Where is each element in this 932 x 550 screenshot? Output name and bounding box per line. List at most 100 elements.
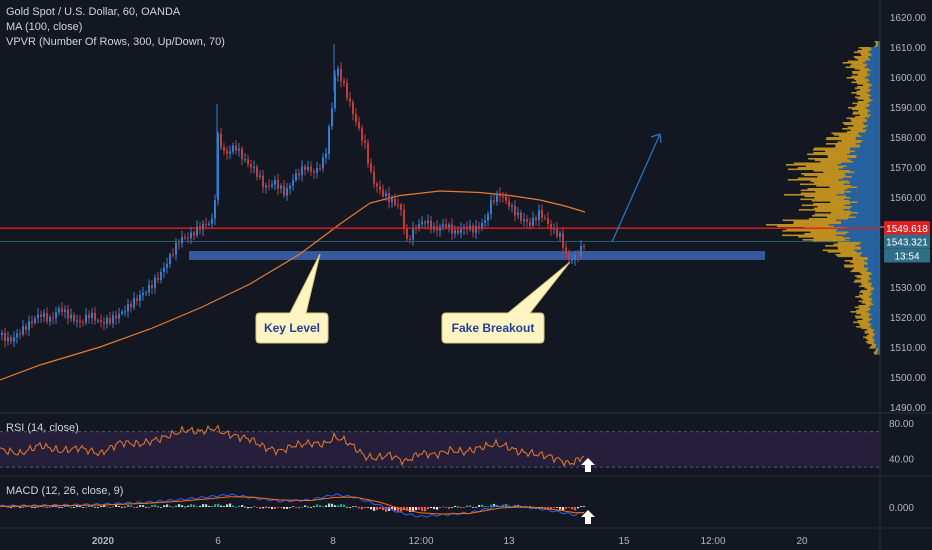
macd-histogram-bar (553, 507, 556, 508)
candle-body (256, 166, 258, 177)
candle-body (130, 303, 132, 308)
candle-body (31, 321, 33, 323)
macd-histogram-bar (427, 507, 430, 510)
vpvr-down-bar (838, 168, 880, 171)
candle-body (532, 217, 534, 226)
candle-body (430, 220, 432, 230)
vpvr-up-bar (855, 317, 870, 319)
candle-body (508, 200, 510, 207)
macd-histogram-bar (94, 506, 97, 508)
vpvr-legend[interactable]: VPVR (Number Of Rows, 300, Up/Down, 70) (6, 36, 225, 48)
macd-up-arrow (581, 510, 595, 524)
vpvr-down-bar (873, 338, 880, 340)
vpvr-up-bar (827, 216, 857, 219)
vpvr-up-bar (852, 258, 868, 261)
candle-body (373, 171, 375, 184)
macd-tick-label: 0.000 (889, 503, 914, 514)
vpvr-down-bar (870, 285, 880, 288)
macd-histogram-bar (556, 507, 559, 508)
vpvr-up-bar (844, 123, 864, 126)
vpvr-down-bar (841, 222, 880, 225)
vpvr-down-bar (868, 68, 880, 70)
macd-histogram-bar (364, 507, 367, 509)
candle-body (190, 232, 192, 239)
rsi-band (0, 431, 880, 468)
macd-histogram-bar (277, 507, 280, 508)
vpvr-down-bar (867, 81, 880, 84)
vpvr-up-bar (866, 338, 874, 340)
vpvr-up-bar (851, 75, 868, 78)
candle-body (265, 185, 267, 188)
vpvr-up-bar (858, 300, 871, 303)
macd-histogram-bar (133, 507, 136, 508)
vpvr-up-bar (850, 270, 867, 273)
macd-histogram-bar (436, 507, 439, 510)
candle-body (94, 312, 96, 321)
vpvr-down-bar (872, 99, 880, 102)
vpvr-up-bar (786, 228, 838, 231)
vpvr-up-bar (798, 209, 844, 211)
macd-histogram-bar (355, 506, 358, 508)
time-axis[interactable]: 2020 6 8 12:00 13 15 12:00 20 (92, 536, 808, 547)
candle-body (376, 183, 378, 187)
vpvr-up-bar (865, 303, 874, 306)
price-tick-label: 1600.00 (890, 73, 927, 84)
candle-body (100, 320, 102, 323)
symbol-legend[interactable]: Gold Spot / U.S. Dollar, 60, OANDA (6, 6, 181, 18)
vpvr-down-bar (847, 153, 880, 156)
candle-body (487, 213, 489, 221)
price-axis[interactable]: 1620.00 1610.00 1600.00 1590.00 1580.00 1570.… (880, 13, 926, 514)
vpvr-down-bar (871, 48, 880, 51)
vpvr-up-bar (835, 254, 860, 256)
vpvr-down-bar (869, 98, 880, 100)
vpvr-down-bar (864, 66, 880, 69)
macd-histogram-bar (124, 506, 127, 508)
macd-histogram-bar (409, 507, 412, 512)
candle-body (193, 232, 195, 236)
vpvr-down-bar (848, 231, 880, 234)
vpvr-up-bar (785, 164, 838, 166)
vpvr-down-bar (863, 122, 880, 124)
vpvr-up-bar (851, 81, 868, 84)
vpvr-down-bar (866, 261, 880, 264)
macd-legend[interactable]: MACD (12, 26, close, 9) (6, 485, 124, 497)
vpvr-down-bar (869, 276, 880, 279)
ma-legend[interactable]: MA (100, close) (6, 21, 83, 33)
vpvr-up-bar (852, 72, 868, 75)
macd-histogram-bar (160, 506, 163, 508)
candle-body (109, 317, 111, 324)
candle-body (574, 254, 576, 260)
candle-body (13, 337, 15, 342)
vpvr-up-bar (825, 150, 856, 153)
macd-histogram-bar (385, 507, 388, 512)
vpvr-down-bar (868, 306, 880, 309)
vpvr-up-bar (814, 213, 851, 216)
vpvr-down-bar (875, 347, 880, 349)
candle-body (343, 81, 345, 84)
vpvr-down-bar (878, 348, 880, 351)
price-tick-label: 1510.00 (890, 343, 927, 354)
macd-histogram-bar (319, 505, 322, 507)
candle-body (196, 226, 198, 236)
rsi-legend[interactable]: RSI (14, close) (6, 422, 79, 434)
macd-histogram-bar (193, 504, 196, 507)
candle-body (67, 309, 69, 319)
key-level-zone (0, 240, 880, 260)
vpvr-down-bar (868, 281, 880, 283)
vpvr-down-bar (868, 116, 880, 118)
candle-body (82, 322, 84, 324)
vpvr-up-bar (851, 63, 868, 66)
candle-body (208, 223, 210, 225)
vpvr-up-bar (853, 263, 868, 265)
macd-histogram-bar (244, 506, 247, 508)
vpvr-down-bar (871, 284, 880, 286)
vpvr-up-bar (864, 330, 874, 333)
vpvr-up-bar (843, 264, 864, 267)
macd-histogram-bar (262, 507, 265, 509)
candle-body (298, 173, 300, 176)
vpvr-up-bar (864, 287, 874, 289)
candle-body (313, 171, 315, 173)
rsi-tick-label: 80.00 (889, 419, 914, 430)
macd-histogram-bar (22, 507, 25, 508)
